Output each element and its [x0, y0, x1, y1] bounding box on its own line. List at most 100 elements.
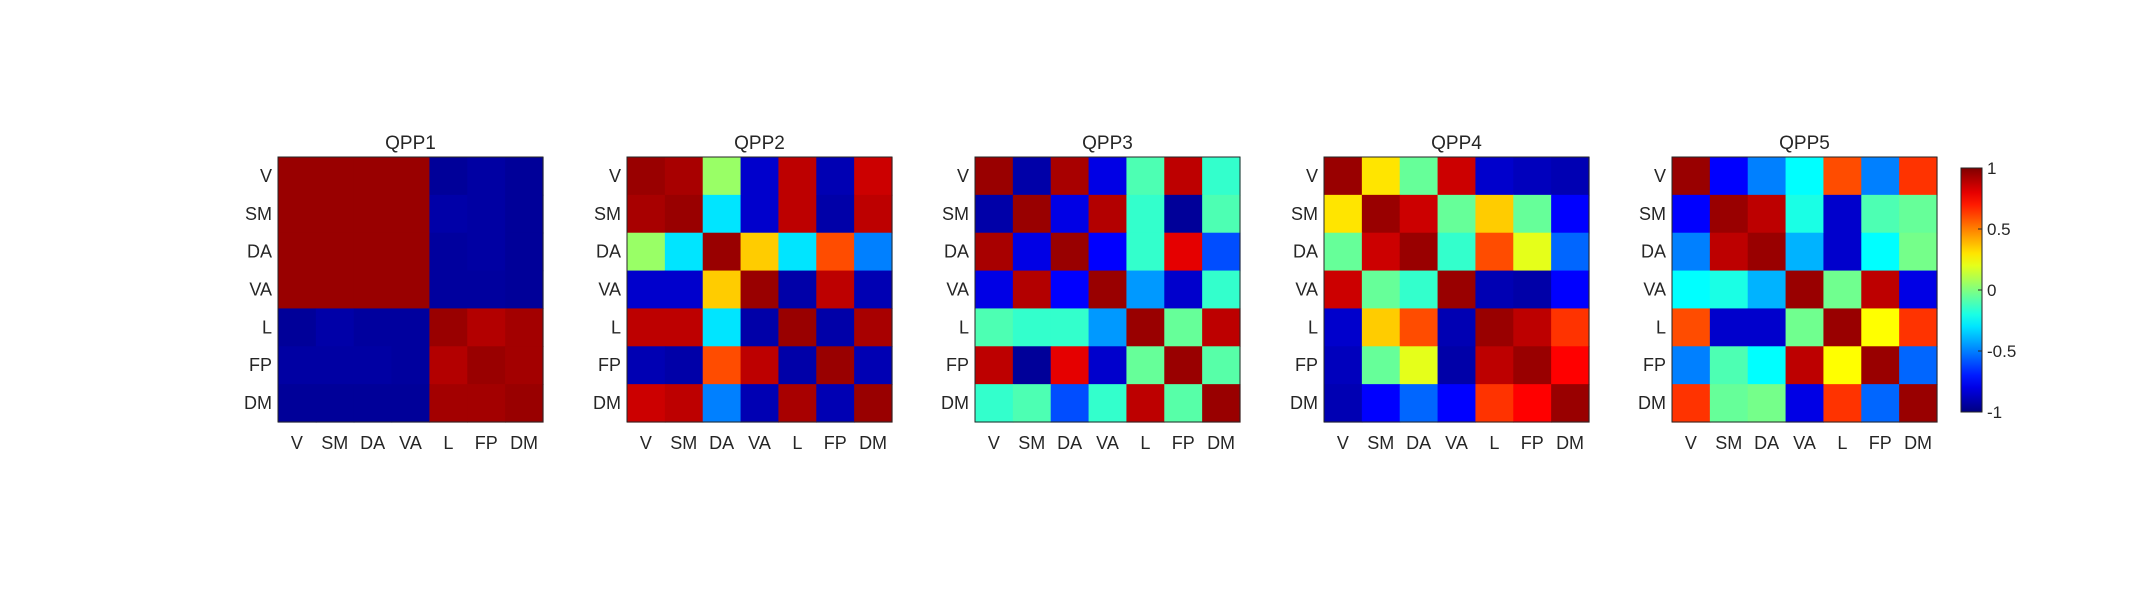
heatmap-cell [1361, 270, 1401, 310]
heatmap-cell [816, 346, 855, 385]
y-tick-label: VA [598, 280, 621, 300]
x-tick-label: VA [399, 433, 422, 453]
heatmap-cell [1324, 232, 1363, 272]
heatmap-cell [429, 384, 468, 423]
heatmap-cell [1672, 157, 1711, 196]
heatmap-cell [778, 308, 817, 347]
heatmap-cell [664, 157, 704, 196]
heatmap-cell [1012, 270, 1052, 310]
heatmap-cell [1899, 308, 1938, 347]
heatmap-cell [1012, 157, 1052, 196]
heatmap-cell [1437, 308, 1477, 347]
y-tick-label: DM [244, 393, 272, 413]
heatmap-cell [1747, 157, 1787, 196]
heatmap-cell [1513, 157, 1552, 196]
heatmap-cell [1747, 346, 1787, 385]
heatmap-panel-2: QPP2 V SM DA VA L FP DM V SM DA VA L FP DM [593, 133, 893, 453]
heatmap-cell [1164, 308, 1203, 347]
heatmap-cell [505, 157, 544, 196]
heatmap-cell [816, 384, 855, 423]
heatmap-cell [1513, 270, 1552, 310]
heatmap-cell [702, 157, 742, 196]
y-tick-label: FP [598, 355, 621, 375]
heatmap-cell [1399, 157, 1439, 196]
heatmap-cell [702, 308, 742, 347]
y-tick-label: L [611, 317, 621, 337]
heatmap-cell [1399, 270, 1439, 310]
x-tick-label: FP [1521, 433, 1544, 453]
heatmap-cell [1899, 346, 1938, 385]
heatmap-cell [778, 157, 817, 196]
heatmap-cell [1672, 346, 1711, 385]
heatmap-cell [664, 346, 704, 385]
heatmap-panel-5: QPP5 V SM DA VA L FP DM V SM DA VA L FP DM [1638, 133, 1938, 453]
panel-frame [277, 156, 544, 423]
heatmap-cell [854, 384, 893, 423]
heatmap-cell [1126, 232, 1165, 272]
heatmap-cell [1513, 384, 1552, 423]
x-tick-label: SM [1715, 433, 1742, 453]
colorbar-tick-label: 0 [1987, 281, 1996, 300]
heatmap-cell [816, 308, 855, 347]
x-tick-label: L [443, 433, 453, 453]
heatmap-cell [278, 270, 317, 310]
heatmap-cell [702, 232, 742, 272]
y-tick-label: L [959, 317, 969, 337]
heatmap-cell [467, 346, 506, 385]
heatmap-cell [278, 346, 317, 385]
heatmap-cell [1324, 346, 1363, 385]
heatmap-cell [505, 384, 544, 423]
x-tick-label: V [1337, 433, 1349, 453]
heatmap-cell [1324, 384, 1363, 423]
heatmap-cell [975, 157, 1014, 196]
x-tick-label: FP [1172, 433, 1195, 453]
heatmap-cell [1672, 270, 1711, 310]
x-tick-label: SM [1018, 433, 1045, 453]
heatmap-cell [975, 270, 1014, 310]
heatmap-cell [975, 194, 1014, 234]
heatmap-cell [664, 308, 704, 347]
heatmap-cell [1050, 232, 1090, 272]
heatmap-cell [315, 232, 355, 272]
colorbar-tick-label: 1 [1987, 159, 1996, 178]
heatmap-cell [1324, 157, 1363, 196]
heatmap-cell [740, 157, 780, 196]
panel-title: QPP4 [1431, 133, 1482, 154]
heatmap-cell [278, 157, 317, 196]
heatmap-cell [627, 270, 666, 310]
heatmap-cell [1513, 346, 1552, 385]
heatmap-cell [1709, 308, 1749, 347]
heatmap-cell [975, 384, 1014, 423]
heatmap-cell [1164, 194, 1203, 234]
heatmap-cell [740, 308, 780, 347]
x-tick-label: DA [1057, 433, 1082, 453]
heatmap-cell [1551, 346, 1590, 385]
heatmap-cell [1361, 194, 1401, 234]
heatmap-cell [1551, 194, 1590, 234]
heatmap-cell [664, 232, 704, 272]
y-tick-label: V [1306, 166, 1318, 186]
y-tick-label: SM [594, 204, 621, 224]
x-tick-label: V [640, 433, 652, 453]
heatmap-cell [467, 157, 506, 196]
x-tick-label: DA [1406, 433, 1431, 453]
heatmap-cell [1164, 346, 1203, 385]
y-tick-label: DM [941, 393, 969, 413]
panel-frame [626, 156, 893, 423]
x-tick-label: SM [670, 433, 697, 453]
y-tick-label: V [260, 166, 272, 186]
heatmap-cell [1899, 384, 1938, 423]
heatmap-cell [975, 232, 1014, 272]
panel-frame [974, 156, 1241, 423]
x-tick-label: VA [748, 433, 771, 453]
heatmap-cell [854, 346, 893, 385]
heatmap-cell [1513, 232, 1552, 272]
panel-title: QPP3 [1082, 133, 1133, 154]
colorbar: 1 0.5 0 -0.5 -1 [1960, 159, 2016, 422]
heatmap-cell [627, 308, 666, 347]
heatmap-cell [1475, 308, 1514, 347]
heatmap-cell [740, 194, 780, 234]
heatmap-panels: QPP1 V SM DA VA L FP DM V SM DA VA L FP DM QPP2 V SM DA VA L… [244, 133, 1938, 453]
heatmap-cell [315, 157, 355, 196]
heatmap-cell [1747, 232, 1787, 272]
